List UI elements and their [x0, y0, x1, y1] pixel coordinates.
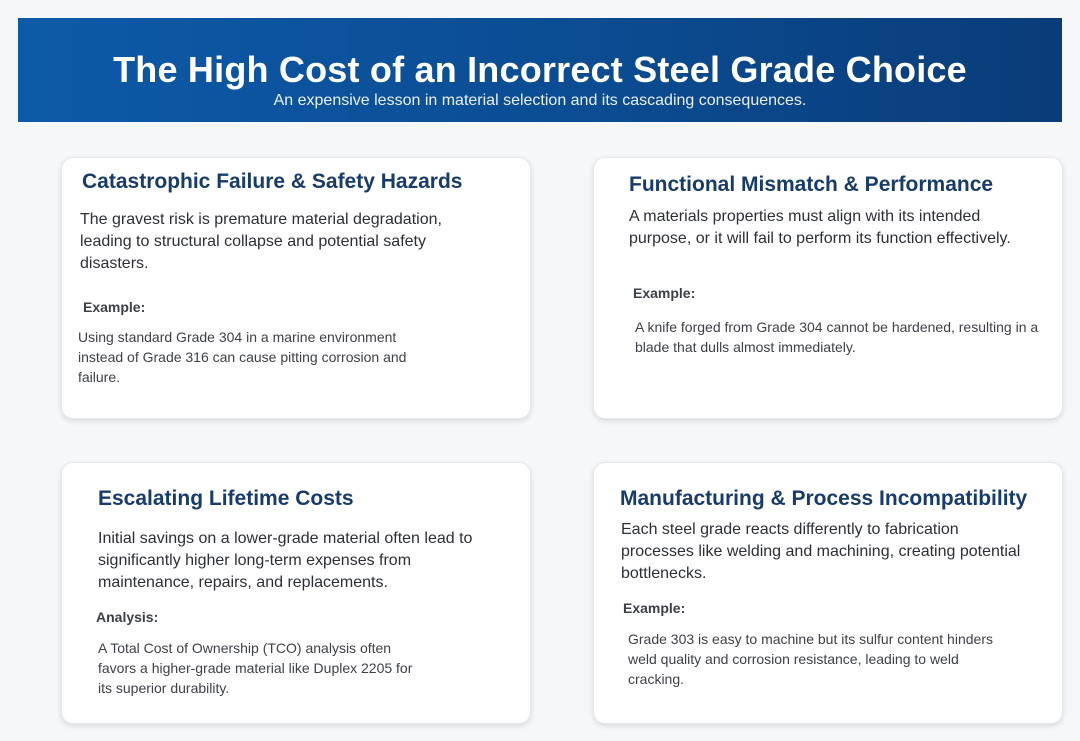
card-example-text: Using standard Grade 304 in a marine env…	[78, 329, 407, 385]
card-title: Manufacturing & Process Incompatibility	[620, 487, 1028, 510]
card-example-label: Example:	[623, 600, 686, 616]
page-subtitle: An expensive lesson in material selectio…	[273, 92, 807, 109]
card-functional-mismatch: Functional Mismatch & Performance A mate…	[593, 157, 1063, 419]
card-example-text: A knife forged from Grade 304 cannot be …	[635, 319, 1039, 355]
card-manufacturing-incompatibility: Manufacturing & Process Incompatibility …	[593, 462, 1063, 724]
card-example-label: Example:	[633, 285, 696, 301]
card-catastrophic-failure: Catastrophic Failure & Safety Hazards Th…	[61, 157, 531, 419]
card-description: Each steel grade reacts differently to f…	[621, 521, 1021, 582]
header-banner: The High Cost of an Incorrect Steel Grad…	[18, 18, 1062, 122]
card-description: Initial savings on a lower-grade materia…	[98, 530, 473, 591]
card-title: Escalating Lifetime Costs	[98, 487, 354, 510]
card-example-label: Example:	[83, 299, 146, 315]
page-title: The High Cost of an Incorrect Steel Grad…	[113, 49, 967, 90]
card-description: The gravest risk is premature material d…	[80, 211, 442, 272]
card-title: Catastrophic Failure & Safety Hazards	[82, 170, 463, 193]
card-analysis-text: A Total Cost of Ownership (TCO) analysis…	[98, 640, 413, 696]
card-lifetime-costs: Escalating Lifetime Costs Initial saving…	[61, 462, 531, 724]
card-analysis-label: Analysis:	[96, 609, 159, 625]
card-example-text: Grade 303 is easy to machine but its sul…	[628, 631, 993, 687]
card-title: Functional Mismatch & Performance	[629, 173, 994, 196]
card-description: A materials properties must align with i…	[629, 208, 1011, 247]
